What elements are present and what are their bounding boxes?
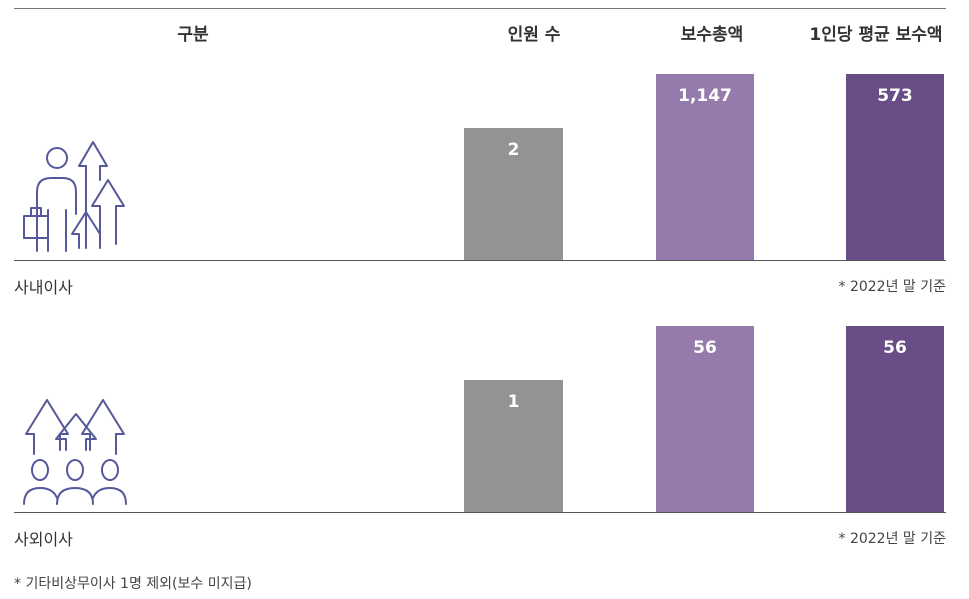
- section-title: 사외이사: [14, 530, 73, 549]
- section-note: * 2022년 말 기준: [838, 279, 947, 295]
- bar-label: 56: [883, 338, 907, 358]
- bar-label: 573: [877, 86, 913, 106]
- baseline: [14, 512, 946, 513]
- top-rule: [14, 8, 946, 9]
- bar-headcount: 1: [464, 380, 563, 512]
- group-with-arrows-icon: [23, 399, 127, 505]
- person-with-briefcase-arrows-icon: [23, 141, 125, 252]
- header-headcount: 인원 수: [507, 25, 561, 45]
- bar-avg-pay: 573: [846, 74, 944, 260]
- bar-total-pay: 1,147: [656, 74, 754, 260]
- section-title: 사내이사: [14, 278, 73, 297]
- bar-avg-pay: 56: [846, 326, 944, 512]
- bar-label: 1: [507, 392, 520, 412]
- bar-label: 2: [507, 140, 520, 160]
- section-note: * 2022년 말 기준: [838, 531, 947, 547]
- baseline: [14, 260, 946, 261]
- bar-label: 56: [693, 338, 717, 358]
- header-avg-pay: 1인당 평균 보수액: [809, 25, 943, 45]
- header-category: 구분: [177, 25, 209, 45]
- bar-label: 1,147: [678, 86, 732, 106]
- bar-total-pay: 56: [656, 326, 754, 512]
- bar-headcount: 2: [464, 128, 563, 260]
- footnote: * 기타비상무이사 1명 제외(보수 미지급): [14, 576, 252, 592]
- header-total-pay: 보수총액: [680, 25, 744, 45]
